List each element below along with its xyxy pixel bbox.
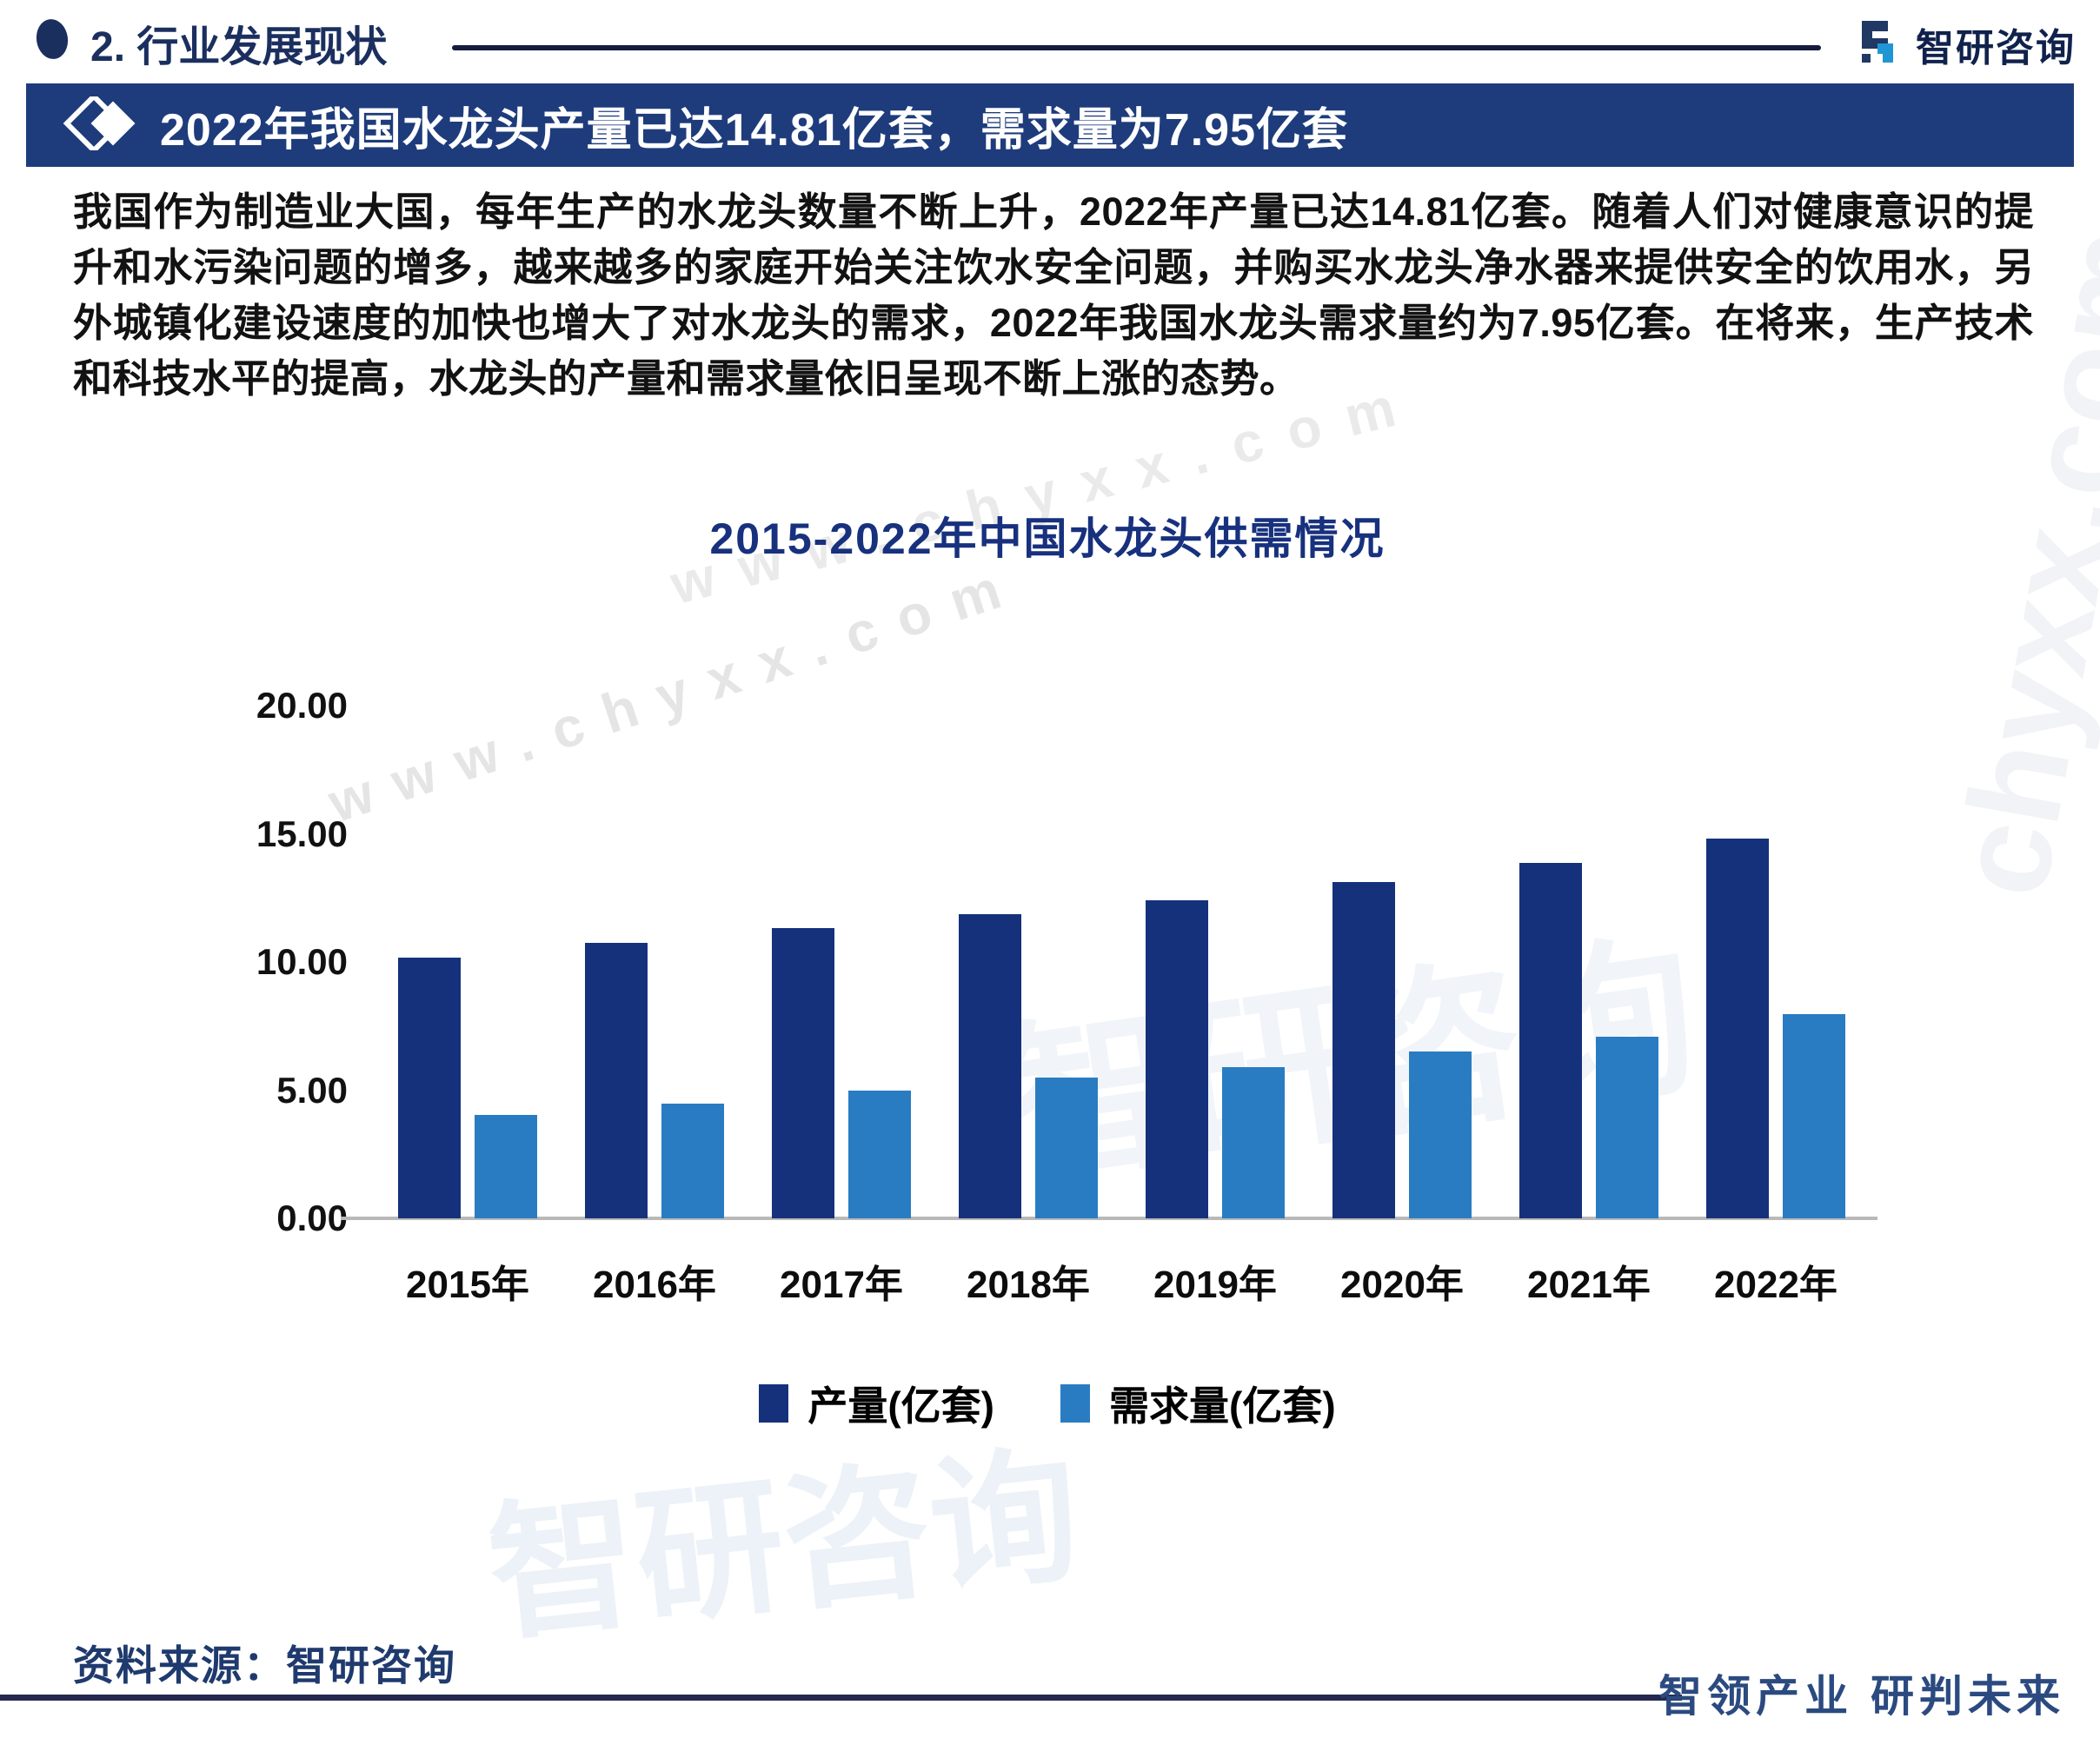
y-axis-tick-labels: 20.00 15.00 10.00 5.00 0.00 [217,660,348,1451]
bar-demand [1222,1067,1285,1218]
bar-production [585,943,648,1218]
plot-area [341,706,1877,1220]
legend-label: 产量(亿套) [807,1383,994,1429]
y-tick-label: 0.00 [276,1197,348,1238]
brand-logo: 智研咨询 [1851,16,2076,72]
chart-title: 2015-2022年中国水龙头供需情况 [709,514,1386,563]
bar-production [1146,900,1208,1218]
banner-title: 2022年我国水龙头产量已达14.81亿套，需求量为7.95亿套 [160,104,1349,156]
x-category-label: 2020年 [1340,1264,1464,1306]
x-axis-line [341,1217,1877,1220]
section-bullet-icon [33,17,71,62]
x-category-label: 2019年 [1153,1264,1277,1306]
footer-divider [0,1695,1682,1701]
bar-demand [475,1115,537,1218]
x-category-label: 2016年 [593,1264,716,1306]
y-tick-label: 5.00 [276,1069,348,1111]
x-axis-category-labels: 2015年 2016年 2017年 2018年 2019年 2020年 2021年 2022年 [374,1253,1877,1314]
bar-demand [848,1091,911,1218]
chart-legend: 产量(亿套) 需求量(亿套) [217,1375,1877,1432]
y-tick-label: 20.00 [256,685,348,726]
brand-slogan: 智领产业 研判未来 [1658,1672,2065,1721]
x-category-label: 2017年 [780,1264,903,1306]
legend-label: 需求量(亿套) [1109,1383,1336,1429]
bar-demand [661,1104,724,1218]
legend-swatch-icon [759,1384,789,1423]
bar-production [1706,839,1769,1218]
bar-production [398,958,461,1218]
bar-production [1519,863,1582,1218]
brand-name: 智研咨询 [1916,26,2076,70]
bar-chart: 20.00 15.00 10.00 5.00 0.00 2015年 2016年 2017年 2… [217,660,1877,1451]
headline-banner: 2022年我国水龙头产量已达14.81亿套，需求量为7.95亿套 [26,83,2074,167]
legend-item: 产量(亿套) [759,1375,994,1432]
section-title: 2. 行业发展现状 [90,24,388,70]
data-source-note: 资料来源：智研咨询 [73,1642,456,1688]
x-category-label: 2018年 [967,1264,1090,1306]
bar-demand [1783,1014,1845,1218]
bar-demand [1035,1078,1098,1218]
bar-demand [1596,1037,1658,1218]
legend-item: 需求量(亿套) [1060,1375,1336,1432]
legend-swatch-icon [1060,1384,1090,1423]
diamond-icon [63,92,137,155]
y-tick-label: 10.00 [256,941,348,982]
x-category-label: 2015年 [406,1264,529,1306]
x-category-label: 2022年 [1714,1264,1838,1306]
body-paragraph: 我国作为制造业大国，每年生产的水龙头数量不断上升，2022年产量已达14.81亿… [73,189,2034,401]
x-category-label: 2021年 [1527,1264,1651,1306]
brand-logo-icon [1851,16,1904,72]
y-tick-label: 15.00 [256,813,348,854]
header-divider [452,45,1821,50]
bar-production [959,914,1021,1218]
bar-production [772,928,834,1218]
bar-production [1332,882,1395,1218]
bar-demand [1409,1051,1472,1218]
